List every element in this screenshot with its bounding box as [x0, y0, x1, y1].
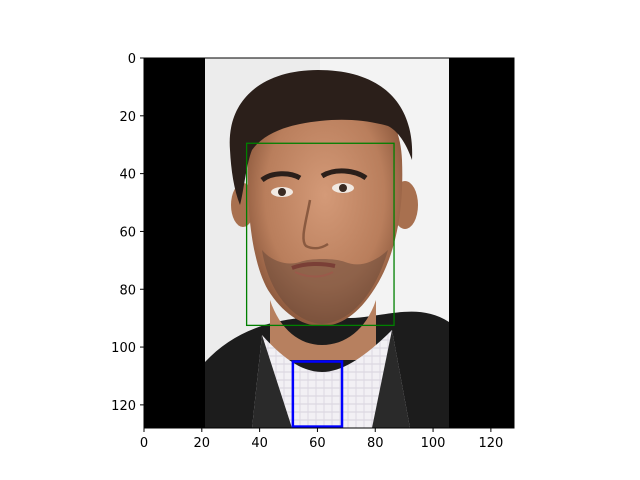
y-tick-label: 40: [119, 168, 136, 183]
x-axis: 0 20 40 60 80 100 120: [140, 428, 503, 451]
x-tick-label: 20: [194, 436, 211, 451]
hair: [229, 70, 413, 205]
photo-region: [205, 58, 449, 428]
x-tick-label: 60: [309, 436, 326, 451]
y-tick-label: 60: [119, 225, 136, 240]
x-tick-label: 100: [421, 436, 446, 451]
x-tick-label: 80: [367, 436, 384, 451]
y-tick-label: 120: [111, 399, 136, 414]
y-tick-label: 0: [128, 52, 136, 67]
y-tick-label: 20: [119, 110, 136, 125]
y-tick-label: 100: [111, 341, 136, 356]
axes-frame: [143, 57, 515, 429]
y-axis: 0 20 40 60 80 100 120: [111, 52, 144, 414]
y-tick-label: 80: [119, 283, 136, 298]
shirt: [252, 330, 410, 428]
x-tick-label: 40: [251, 436, 268, 451]
portrait-image: [144, 58, 514, 428]
face-box: [245, 142, 395, 327]
neck-box: [291, 360, 344, 428]
x-tick-label: 120: [478, 436, 503, 451]
neck: [270, 300, 376, 360]
bounding-boxes: [245, 142, 395, 428]
x-tick-label: 0: [140, 436, 148, 451]
